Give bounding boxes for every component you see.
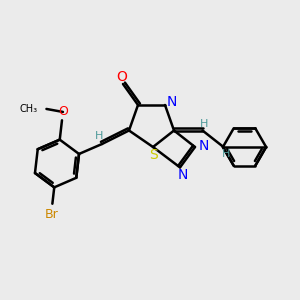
Text: O: O	[116, 70, 127, 84]
Text: H: H	[95, 130, 103, 141]
Text: Br: Br	[44, 208, 58, 221]
Text: H: H	[200, 119, 208, 129]
Text: H: H	[222, 148, 230, 159]
Text: N: N	[198, 139, 208, 152]
Text: O: O	[58, 105, 68, 119]
Text: CH₃: CH₃	[19, 104, 38, 114]
Text: N: N	[167, 95, 177, 109]
Text: N: N	[178, 168, 188, 182]
Text: S: S	[149, 148, 158, 162]
